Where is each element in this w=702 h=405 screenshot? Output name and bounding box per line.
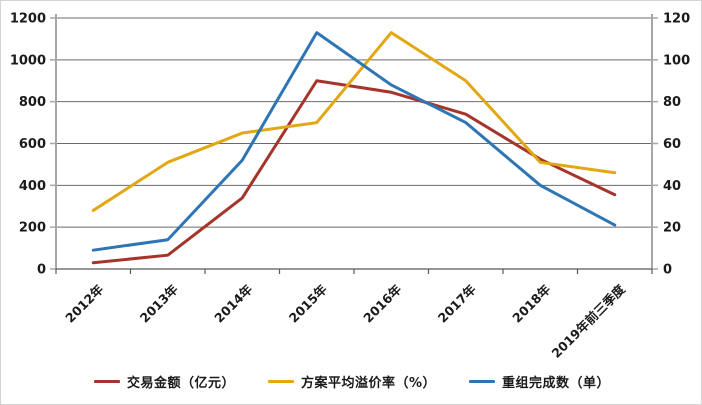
y-axis-left-tick-label: 1200 <box>10 12 46 27</box>
x-axis-category-label: 2015年 <box>286 281 330 325</box>
y-axis-left-tick-label: 800 <box>19 95 46 110</box>
x-axis-category-label: 2013年 <box>137 281 181 325</box>
x-axis-category-label: 2019年前三季度 <box>548 281 628 361</box>
legend-item-completed-count: 重组完成数（单） <box>469 372 610 391</box>
y-axis-right-tick-label: 100 <box>663 53 690 68</box>
x-axis-category-label: 2016年 <box>360 281 404 325</box>
legend-item-premium-rate: 方案平均溢价率（%） <box>267 372 437 391</box>
legend-label-completed-count: 重组完成数（单） <box>502 376 611 391</box>
y-axis-right-tick-label: 40 <box>663 179 681 194</box>
series-line-2 <box>91 31 617 252</box>
series-line-1 <box>91 31 617 212</box>
legend-line-swatch-blue <box>469 380 496 383</box>
x-axis-category-label: 2018年 <box>509 281 553 325</box>
legend-label-trade-amount: 交易金额（亿元） <box>126 376 235 391</box>
legend-label-premium-rate: 方案平均溢价率（%） <box>300 376 437 391</box>
y-axis-right-tick-label: 60 <box>663 137 681 152</box>
y-axis-left-tick-label: 200 <box>19 221 46 236</box>
x-axis-category-label: 2014年 <box>211 281 255 325</box>
y-axis-right-tick-label: 120 <box>663 12 690 27</box>
y-axis-right-tick-label: 80 <box>663 95 681 110</box>
legend-line-swatch-gold <box>267 380 294 383</box>
legend-item-trade-amount: 交易金额（亿元） <box>93 372 235 391</box>
x-axis-category-label: 2012年 <box>62 281 106 325</box>
y-axis-left-tick-label: 0 <box>37 263 46 278</box>
y-axis-left-tick-label: 400 <box>19 179 46 194</box>
y-axis-right-tick-label: 20 <box>663 221 681 236</box>
y-axis-right-tick-label: 0 <box>663 263 672 278</box>
x-axis-category-label: 2017年 <box>435 281 479 325</box>
legend-line-swatch-red <box>93 380 120 383</box>
y-axis-left-tick-label: 1000 <box>10 53 46 68</box>
chart-legend: 交易金额（亿元） 方案平均溢价率（%） 重组完成数（单） <box>1 372 701 391</box>
y-axis-left-tick-label: 600 <box>19 137 46 152</box>
series-line-0 <box>91 79 617 265</box>
